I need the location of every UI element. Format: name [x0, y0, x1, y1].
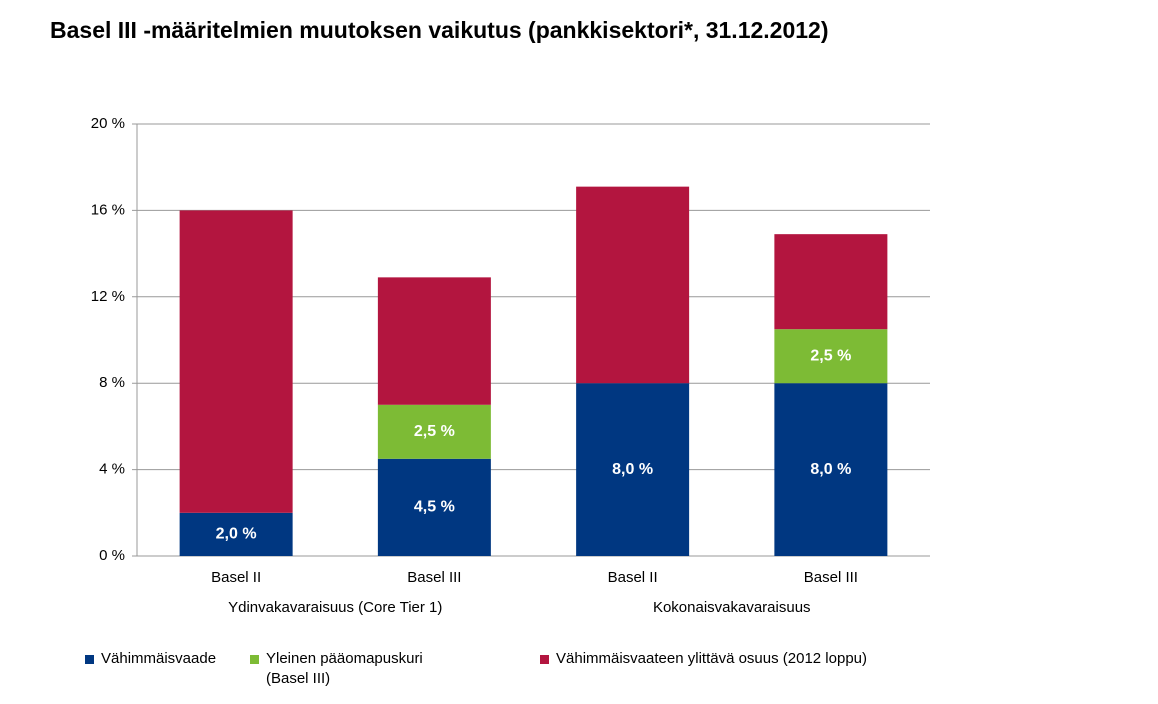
bar-segment: [377, 404, 491, 459]
value-label: 2,0 %: [216, 526, 257, 543]
y-tick-label: 0 %: [99, 547, 125, 564]
chart-title: Basel III -määritelmien muutoksen vaikut…: [50, 17, 829, 43]
bar-segment: [377, 458, 491, 556]
group-label: Ydinvakavaraisuus (Core Tier 1): [228, 599, 442, 616]
x-tick-label: Basel III: [804, 569, 858, 586]
legend-label: Yleinen pääomapuskuri (Basel III): [266, 650, 423, 687]
bar-segment: [576, 186, 690, 384]
legend-label: Vähimmäisvaateen ylittävä osuus (2012 lo…: [556, 650, 868, 667]
x-tick-label: Basel II: [608, 569, 658, 586]
bar-segment: [377, 277, 491, 405]
value-label: 2,5 %: [810, 347, 851, 364]
y-tick-label: 12 %: [91, 288, 125, 305]
bar-segment: [179, 210, 293, 513]
legend-item: Yleinen pääomapuskuri (Basel III): [250, 649, 446, 689]
y-tick-label: 16 %: [91, 201, 125, 218]
y-tick-label: 20 %: [91, 115, 125, 132]
x-tick-label: Basel II: [211, 569, 261, 586]
bar-segment: [576, 383, 690, 556]
value-label: 4,5 %: [414, 499, 455, 516]
legend-label: Vähimmäisvaade: [101, 650, 217, 667]
bar-segment: [179, 512, 293, 556]
value-label: 8,0 %: [612, 461, 653, 478]
legend-swatch: [85, 655, 94, 664]
value-label: 2,5 %: [414, 423, 455, 440]
y-tick-label: 8 %: [99, 374, 125, 391]
group-label: Kokonaisvakavaraisuus: [653, 599, 811, 616]
legend-item: Vähimmäisvaateen ylittävä osuus (2012 lo…: [540, 649, 956, 669]
value-label: 8,0 %: [810, 461, 851, 478]
x-tick-label: Basel III: [407, 569, 461, 586]
bar-segment: [774, 329, 888, 384]
bar-segment: [774, 383, 888, 556]
bar-segment: [774, 234, 888, 330]
legend-swatch: [540, 655, 549, 664]
legend-swatch: [250, 655, 259, 664]
y-tick-label: 4 %: [99, 461, 125, 478]
legend-item: Vähimmäisvaade: [85, 649, 261, 669]
